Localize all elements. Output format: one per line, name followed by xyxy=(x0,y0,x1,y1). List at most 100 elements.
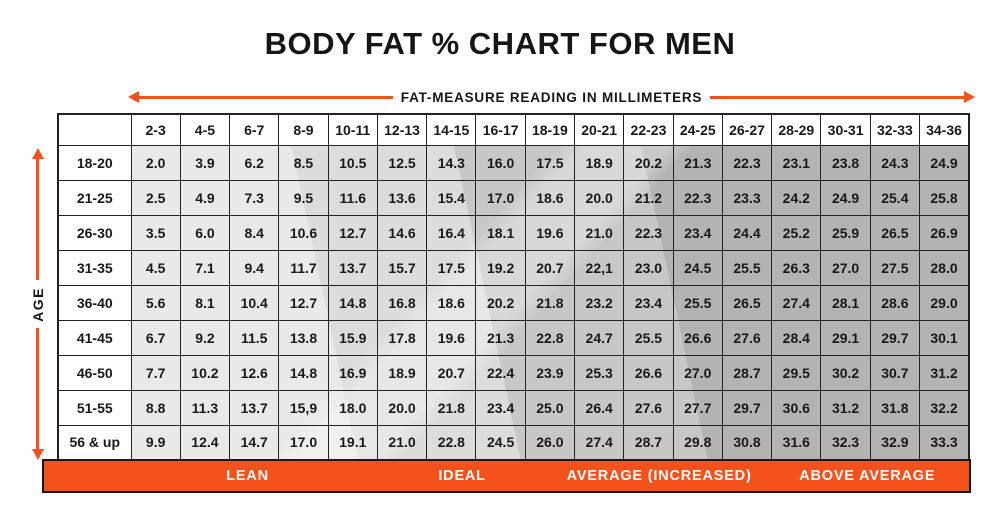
body-fat-cell: 26.3 xyxy=(771,249,822,286)
body-fat-cell: 21.0 xyxy=(376,424,428,461)
category-label: ABOVE AVERAGE xyxy=(799,468,936,484)
body-fat-cell: 10.6 xyxy=(278,214,329,251)
body-fat-cell: 16.4 xyxy=(426,214,477,251)
col-header: 20-21 xyxy=(574,113,625,146)
body-fat-cell: 22,1 xyxy=(574,249,625,286)
axis-line-right xyxy=(710,95,967,99)
body-fat-cell: 25.8 xyxy=(919,179,970,216)
body-fat-cell: 11.3 xyxy=(179,389,231,426)
axis-line-left xyxy=(137,95,393,99)
body-fat-cell: 14.6 xyxy=(376,214,428,251)
body-fat-cell: 23.4 xyxy=(672,214,723,251)
body-fat-cell: 17.5 xyxy=(426,249,477,286)
body-fat-cell: 10.5 xyxy=(327,144,378,181)
body-fat-cell: 22.8 xyxy=(524,319,576,356)
body-fat-cell: 18.6 xyxy=(524,179,576,216)
body-fat-cell: 15.9 xyxy=(327,319,378,356)
age-row-header: 31-35 xyxy=(57,249,132,286)
body-fat-cell: 23.9 xyxy=(524,354,576,391)
arrow-left-icon xyxy=(128,91,139,103)
body-fat-cell: 25.5 xyxy=(721,249,773,286)
body-fat-cell: 11.7 xyxy=(278,249,329,286)
age-axis-label: AGE xyxy=(29,286,46,322)
body-fat-cell: 11.5 xyxy=(229,319,280,356)
body-fat-cell: 3.5 xyxy=(130,214,181,251)
body-fat-cell: 27.0 xyxy=(820,249,871,286)
body-fat-cell: 9.4 xyxy=(229,249,280,286)
body-fat-cell: 18.9 xyxy=(574,144,625,181)
age-row-header: 36-40 xyxy=(57,284,132,321)
body-fat-cell: 29.7 xyxy=(869,319,921,356)
col-header: 2-3 xyxy=(130,113,181,146)
body-fat-cell: 31.6 xyxy=(771,424,822,461)
body-fat-cell: 13.6 xyxy=(376,179,428,216)
body-fat-cell: 27.0 xyxy=(672,354,723,391)
body-fat-cell: 25.2 xyxy=(771,214,822,251)
body-fat-cell: 16.9 xyxy=(327,354,378,391)
body-fat-cell: 29.0 xyxy=(919,284,970,321)
body-fat-cell: 32.2 xyxy=(919,389,970,426)
body-fat-cell: 21.3 xyxy=(672,144,723,181)
body-fat-cell: 19.6 xyxy=(524,214,576,251)
body-fat-cell: 29.5 xyxy=(771,354,822,391)
body-fat-cell: 21.8 xyxy=(524,284,576,321)
body-fat-cell: 21.0 xyxy=(574,214,625,251)
body-fat-cell: 17.5 xyxy=(524,144,576,181)
col-header: 34-36 xyxy=(919,113,970,146)
body-fat-cell: 12.5 xyxy=(376,144,428,181)
col-header: 26-27 xyxy=(721,113,773,146)
body-fat-cell: 23.4 xyxy=(475,389,526,426)
body-fat-cell: 26.4 xyxy=(574,389,625,426)
age-row-header: 51-55 xyxy=(57,389,132,426)
body-fat-cell: 19.2 xyxy=(475,249,526,286)
table-row: 18-20 2.0 3.9 6.2 8.5 10.5 12.5 14.3 16.0 17.5 18.… xyxy=(57,144,970,181)
body-fat-cell: 17.0 xyxy=(475,179,526,216)
body-fat-cell: 24.4 xyxy=(721,214,773,251)
table-row: 51-55 8.8 11.3 13.7 15,9 18.0 20.0 21.8 23.4 25.0… xyxy=(57,389,970,426)
col-header: 12-13 xyxy=(376,113,428,146)
fat-measure-axis-label: FAT-MEASURE READING IN MILLIMETERS xyxy=(400,89,703,105)
age-axis: AGE xyxy=(29,148,46,460)
arrow-right-icon xyxy=(964,91,976,103)
body-fat-cell: 21.8 xyxy=(426,389,477,426)
age-row-header: 56 & up xyxy=(57,424,132,461)
body-fat-table: 2-3 4-5 6-7 8-9 10-11 12-13 14-15 16-17 18-19 20-… xyxy=(57,113,970,461)
body-fat-cell: 21.2 xyxy=(623,179,674,216)
body-fat-cell: 27.4 xyxy=(574,424,625,461)
category-label: AVERAGE (INCREASED) xyxy=(566,468,752,484)
body-fat-cell: 30.6 xyxy=(771,389,822,426)
col-header: 24-25 xyxy=(672,113,723,146)
table-body: 18-20 2.0 3.9 6.2 8.5 10.5 12.5 14.3 16.0 17.5 18.… xyxy=(57,144,970,461)
body-fat-cell: 24.3 xyxy=(869,144,921,181)
body-fat-cell: 28.0 xyxy=(919,249,970,286)
body-fat-cell: 4.9 xyxy=(179,179,231,216)
body-fat-cell: 9.9 xyxy=(130,424,181,461)
body-fat-cell: 26.9 xyxy=(919,214,970,251)
body-fat-cell: 8.1 xyxy=(179,284,231,321)
body-fat-cell: 24.5 xyxy=(672,249,723,286)
body-fat-cell: 25.0 xyxy=(524,389,576,426)
body-fat-cell: 28.7 xyxy=(623,424,674,461)
body-fat-cell: 14.7 xyxy=(229,424,280,461)
col-header: 4-5 xyxy=(179,113,231,146)
body-fat-cell: 25.3 xyxy=(574,354,625,391)
age-row-header: 21-25 xyxy=(57,179,132,216)
body-fat-cell: 20.0 xyxy=(574,179,625,216)
age-row-header: 41-45 xyxy=(57,319,132,356)
body-fat-cell: 27.5 xyxy=(869,249,921,286)
body-fat-cell: 20.0 xyxy=(376,389,428,426)
col-header: 6-7 xyxy=(229,113,280,146)
body-fat-cell: 26.6 xyxy=(672,319,723,356)
body-fat-cell: 22.3 xyxy=(623,214,674,251)
category-label: IDEAL xyxy=(438,468,486,484)
body-fat-cell: 19.6 xyxy=(426,319,477,356)
body-fat-cell: 28.6 xyxy=(869,284,921,321)
body-fat-cell: 13.8 xyxy=(278,319,329,356)
table-header: 2-3 4-5 6-7 8-9 10-11 12-13 14-15 16-17 18-19 20-… xyxy=(57,113,970,146)
body-fat-cell: 23.8 xyxy=(820,144,871,181)
arrow-up-icon xyxy=(31,148,44,159)
corner-cell xyxy=(57,113,132,146)
col-header: 22-23 xyxy=(623,113,674,146)
table-row: 46-50 7.7 10.2 12.6 14.8 16.9 18.9 20.7 22.4 23.9… xyxy=(57,354,970,391)
